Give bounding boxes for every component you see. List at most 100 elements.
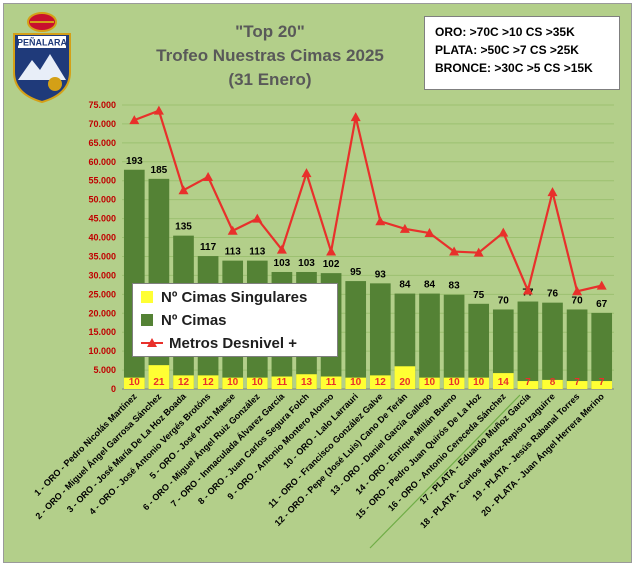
- data-label-cimas: 103: [274, 258, 291, 269]
- bar-cimas: [468, 303, 490, 389]
- y-tick-label: 10.000: [88, 346, 116, 356]
- data-label-cimas: 113: [249, 247, 266, 258]
- y-tick-label: 75.000: [88, 100, 116, 110]
- data-label-singulares: 10: [473, 377, 485, 388]
- data-label-singulares: 11: [277, 377, 288, 388]
- data-label-singulares: 10: [449, 377, 461, 388]
- data-label-singulares: 11: [326, 377, 337, 388]
- marker-desnivel: [276, 244, 287, 254]
- criteria-plata: PLATA: >50C >7 CS >25K: [435, 43, 579, 57]
- title-line-3: (31 Enero): [228, 70, 312, 89]
- penalara-logo: PEÑALARA: [13, 12, 71, 104]
- bar-cimas: [369, 283, 391, 389]
- legend-label-desnivel: Metros Desnivel +: [169, 334, 297, 352]
- legend-line-marker: [141, 338, 163, 347]
- marker-desnivel: [424, 227, 435, 237]
- data-label-singulares: 10: [252, 377, 264, 388]
- criteria-box: ORO: >70C >10 CS >35K PLATA: >50C >7 CS …: [424, 16, 620, 90]
- legend-item-singulares: Nº Cimas Singulares: [141, 286, 307, 308]
- data-label-singulares: 7: [599, 377, 605, 388]
- bar-singulares: [468, 377, 490, 389]
- marker-desnivel: [596, 280, 607, 290]
- bar-singulares: [419, 377, 440, 389]
- bar-singulares: [566, 381, 588, 389]
- bar-singulares: [591, 381, 613, 389]
- data-label-cimas: 95: [350, 267, 362, 278]
- data-label-cimas: 84: [424, 280, 436, 291]
- marker-desnivel: [572, 286, 583, 296]
- bar-singulares: [197, 375, 219, 389]
- marker-desnivel: [449, 246, 460, 256]
- marker-desnivel: [178, 185, 189, 195]
- bar-cimas: [394, 293, 416, 389]
- bar-singulares: [369, 375, 391, 389]
- data-label-singulares: 12: [375, 377, 387, 388]
- title-line-2: Trofeo Nuestras Cimas 2025: [156, 46, 384, 65]
- bar-singulares: [123, 377, 145, 389]
- marker-desnivel: [547, 187, 558, 197]
- legend-item-desnivel: Metros Desnivel +: [141, 332, 297, 354]
- marker-desnivel: [203, 171, 214, 181]
- data-label-singulares: 12: [203, 377, 215, 388]
- data-label-singulares: 21: [153, 377, 165, 388]
- data-label-cimas: 75: [473, 290, 485, 301]
- data-label-cimas: 70: [498, 295, 510, 306]
- y-tick-label: 65.000: [88, 138, 116, 148]
- data-label-singulares: 7: [525, 377, 531, 388]
- legend-swatch-singulares: [141, 291, 153, 303]
- chart-title: "Top 20" Trofeo Nuestras Cimas 2025 (31 …: [150, 20, 390, 92]
- criteria-bronce: BRONCE: >30C >5 CS >15K: [435, 61, 593, 75]
- bar-singulares: [517, 381, 539, 389]
- legend-swatch-cimas: [141, 314, 153, 326]
- data-label-singulares: 13: [301, 377, 313, 388]
- legend-item-cimas: Nº Cimas: [141, 309, 227, 331]
- y-tick-label: 70.000: [88, 119, 116, 129]
- data-label-cimas: 113: [225, 247, 242, 258]
- data-label-singulares: 8: [550, 377, 556, 388]
- data-label-singulares: 7: [574, 377, 580, 388]
- bar-singulares: [542, 379, 563, 389]
- marker-desnivel: [227, 225, 238, 235]
- y-tick-label: 20.000: [88, 308, 116, 318]
- data-label-cimas: 70: [572, 295, 584, 306]
- data-label-singulares: 10: [424, 377, 436, 388]
- bar-singulares: [492, 373, 514, 389]
- bar-singulares: [246, 377, 268, 389]
- bar-singulares: [320, 376, 342, 389]
- marker-desnivel: [399, 223, 410, 233]
- data-label-cimas: 67: [596, 299, 608, 310]
- marker-desnivel: [153, 105, 164, 115]
- line-desnivel: [133, 109, 602, 294]
- y-tick-label: 35.000: [88, 251, 116, 261]
- logo-text: PEÑALARA: [17, 38, 68, 48]
- bar-cimas: [492, 309, 514, 389]
- marker-desnivel: [375, 216, 386, 226]
- y-tick-label: 5.000: [93, 365, 116, 375]
- legend-label-singulares: Nº Cimas Singulares: [161, 288, 308, 306]
- y-tick-label: 15.000: [88, 327, 116, 337]
- y-tick-label: 40.000: [88, 233, 116, 243]
- data-label-singulares: 10: [350, 377, 362, 388]
- data-label-cimas: 83: [449, 281, 461, 292]
- bar-cimas: [517, 301, 539, 389]
- data-label-cimas: 76: [547, 289, 559, 300]
- marker-desnivel: [252, 213, 263, 223]
- bar-singulares: [148, 365, 170, 389]
- data-label-cimas: 185: [151, 165, 168, 176]
- marker-desnivel: [473, 247, 484, 257]
- bar-cimas: [591, 312, 613, 389]
- y-tick-label: 0: [111, 384, 116, 394]
- criteria-oro: ORO: >70C >10 CS >35K: [435, 25, 575, 39]
- bar-cimas: [345, 281, 367, 389]
- data-label-cimas: 135: [175, 222, 192, 233]
- marker-desnivel: [522, 285, 533, 295]
- data-label-cimas: 84: [399, 280, 411, 291]
- marker-desnivel: [350, 112, 361, 122]
- bar-singulares: [173, 375, 194, 389]
- data-label-singulares: 20: [399, 377, 411, 388]
- data-label-singulares: 12: [178, 377, 190, 388]
- y-tick-label: 30.000: [88, 270, 116, 280]
- marker-desnivel: [129, 115, 140, 125]
- bar-cimas: [443, 294, 465, 389]
